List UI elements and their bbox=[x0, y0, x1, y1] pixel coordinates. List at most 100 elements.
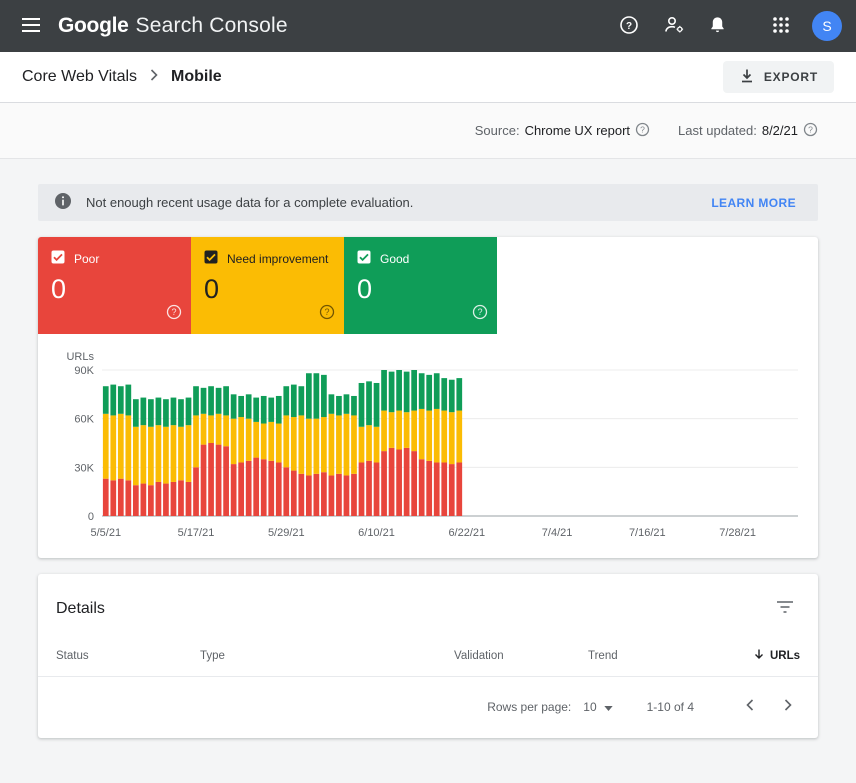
apps-grid-button[interactable] bbox=[764, 8, 798, 45]
tab-poor-count: 0 bbox=[51, 274, 67, 304]
details-title: Details bbox=[56, 599, 105, 617]
bell-icon bbox=[709, 15, 726, 37]
svg-text:30K: 30K bbox=[74, 462, 94, 474]
help-button[interactable]: ? bbox=[611, 7, 647, 46]
breadcrumb: Core Web Vitals Mobile bbox=[22, 68, 222, 86]
export-button[interactable]: EXPORT bbox=[722, 61, 834, 93]
avatar[interactable]: S bbox=[812, 11, 842, 41]
svg-text:5/17/21: 5/17/21 bbox=[178, 527, 215, 539]
tab-poor[interactable]: Poor 0 ? bbox=[38, 237, 191, 334]
rows-per-page-value: 10 bbox=[583, 699, 597, 714]
svg-text:?: ? bbox=[477, 307, 482, 317]
logo-product-text: Search Console bbox=[135, 14, 288, 37]
source-help-icon[interactable]: ? bbox=[635, 122, 650, 140]
svg-text:7/16/21: 7/16/21 bbox=[629, 527, 666, 539]
column-type[interactable]: Type bbox=[200, 649, 225, 662]
export-label: EXPORT bbox=[763, 70, 818, 84]
svg-text:URLs: URLs bbox=[66, 351, 94, 363]
app-header: Google Search Console ? bbox=[0, 0, 856, 52]
checkbox-checked-icon[interactable] bbox=[51, 250, 65, 267]
sort-arrow-down-icon bbox=[753, 648, 765, 663]
cwv-summary-card: Poor 0 ? Need improvement 0 ? bbox=[38, 237, 818, 558]
svg-text:6/22/21: 6/22/21 bbox=[448, 527, 485, 539]
tab-good-label: Good bbox=[380, 251, 410, 266]
info-icon bbox=[54, 192, 72, 213]
svg-text:5/29/21: 5/29/21 bbox=[268, 527, 305, 539]
svg-text:?: ? bbox=[640, 124, 645, 134]
menu-button[interactable] bbox=[14, 10, 48, 43]
source-value: Chrome UX report bbox=[524, 123, 631, 138]
pagination-range: 1-10 of 4 bbox=[646, 699, 694, 714]
tab-poor-header: Poor bbox=[51, 250, 178, 267]
details-card: Details Status Type Validation Trend URL… bbox=[38, 574, 818, 738]
help-icon: ? bbox=[619, 15, 639, 38]
svg-text:0: 0 bbox=[88, 511, 94, 523]
tab-good-header: Good bbox=[357, 250, 484, 267]
column-status[interactable]: Status bbox=[56, 649, 89, 662]
logo-google-text: Google bbox=[58, 14, 129, 37]
next-page-button[interactable] bbox=[776, 693, 800, 720]
prev-page-button[interactable] bbox=[738, 693, 762, 720]
details-table-header: Status Type Validation Trend URLs bbox=[38, 637, 818, 677]
tab-need-improvement[interactable]: Need improvement 0 ? bbox=[191, 237, 344, 334]
chevron-right-icon bbox=[150, 68, 158, 86]
notifications-button[interactable] bbox=[701, 7, 734, 45]
report-meta-row: Source: Chrome UX report ? Last updated:… bbox=[0, 103, 856, 159]
svg-text:60K: 60K bbox=[74, 414, 94, 426]
svg-text:90K: 90K bbox=[74, 365, 94, 377]
svg-text:?: ? bbox=[808, 124, 813, 134]
column-urls-sorted[interactable]: URLs bbox=[718, 648, 800, 663]
tab-need-improvement-header: Need improvement bbox=[204, 250, 331, 267]
rows-per-page-select[interactable]: 10 bbox=[583, 699, 613, 714]
chevron-right-icon bbox=[784, 699, 792, 714]
column-urls-label: URLs bbox=[769, 649, 800, 662]
chart-area: URLs 90K 60K 30K 0 5/5/21 5/17/21 5/29/21 6/10/2… bbox=[38, 334, 818, 548]
learn-more-link[interactable]: LEARN MORE bbox=[705, 195, 802, 211]
last-updated-label: Last updated: bbox=[678, 123, 757, 138]
checkbox-checked-icon[interactable] bbox=[204, 250, 218, 267]
details-header: Details bbox=[38, 574, 818, 637]
svg-text:?: ? bbox=[626, 20, 632, 31]
svg-text:6/10/21: 6/10/21 bbox=[358, 527, 395, 539]
tab-poor-help-icon[interactable]: ? bbox=[166, 304, 182, 325]
hamburger-icon bbox=[22, 17, 40, 35]
tab-good-count: 0 bbox=[357, 274, 373, 304]
cwv-stacked-bar-chart: URLs 90K 60K 30K 0 5/5/21 5/17/21 5/29/21 6/10/2… bbox=[66, 351, 798, 539]
triangle-down-icon bbox=[603, 700, 613, 714]
app-logo[interactable]: Google Search Console bbox=[58, 14, 288, 38]
download-icon bbox=[739, 68, 755, 87]
last-updated-value: 8/2/21 bbox=[761, 123, 798, 138]
rows-per-page-label: Rows per page: bbox=[487, 699, 572, 714]
last-updated-help-icon[interactable]: ? bbox=[803, 122, 818, 140]
tab-need-improvement-help-icon[interactable]: ? bbox=[319, 304, 335, 325]
svg-text:?: ? bbox=[171, 307, 176, 317]
svg-text:7/4/21: 7/4/21 bbox=[542, 527, 573, 539]
column-validation[interactable]: Validation bbox=[454, 649, 504, 662]
banner-message: Not enough recent usage data for a compl… bbox=[86, 195, 414, 210]
tab-need-improvement-label: Need improvement bbox=[227, 251, 329, 266]
user-settings-icon bbox=[663, 15, 685, 38]
source-info: Source: Chrome UX report ? bbox=[475, 122, 650, 140]
pagination: Rows per page: 10 1-10 of 4 bbox=[38, 677, 818, 738]
apps-grid-icon bbox=[772, 16, 790, 37]
tab-good-help-icon[interactable]: ? bbox=[472, 304, 488, 325]
chevron-left-icon bbox=[746, 699, 754, 714]
filter-list-icon bbox=[776, 601, 794, 616]
breadcrumb-core-web-vitals[interactable]: Core Web Vitals bbox=[22, 68, 138, 85]
user-settings-button[interactable] bbox=[655, 7, 693, 46]
last-updated-info: Last updated: 8/2/21 ? bbox=[678, 122, 818, 140]
source-label: Source: bbox=[474, 123, 520, 138]
tab-poor-label: Poor bbox=[74, 251, 100, 266]
svg-text:?: ? bbox=[324, 307, 329, 317]
breadcrumb-row: Core Web Vitals Mobile EXPORT bbox=[0, 52, 856, 103]
svg-text:7/28/21: 7/28/21 bbox=[719, 527, 756, 539]
filter-button[interactable] bbox=[770, 595, 800, 622]
tab-good[interactable]: Good 0 ? bbox=[344, 237, 497, 334]
breadcrumb-current-mobile: Mobile bbox=[171, 68, 222, 85]
info-banner: Not enough recent usage data for a compl… bbox=[38, 184, 818, 221]
tab-need-improvement-count: 0 bbox=[204, 274, 220, 304]
appbar-actions: ? bbox=[603, 7, 842, 46]
column-trend[interactable]: Trend bbox=[588, 649, 618, 662]
checkbox-checked-icon[interactable] bbox=[357, 250, 371, 267]
status-tabs: Poor 0 ? Need improvement 0 ? bbox=[38, 237, 818, 334]
